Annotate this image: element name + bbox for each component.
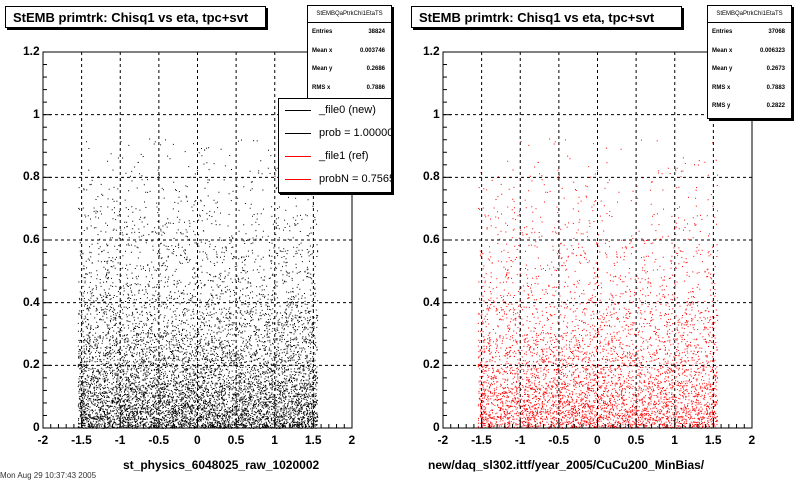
left-chart-title: StEMB primtrk: Chisq1 vs eta, tpc+svt (5, 6, 266, 28)
x-tick-label: 0 (194, 433, 201, 447)
x-tick-label: 0.5 (227, 433, 245, 447)
legend-label: _file0 (new) (319, 104, 376, 116)
legend-entry-probn: probN = 0.756567 (279, 169, 391, 189)
legend-box: _file0 (new) prob = 1.000000 _file1 (ref… (278, 98, 392, 193)
legend-line (285, 132, 311, 134)
legend-label: _file1 (ref) (319, 150, 369, 162)
grid (443, 51, 752, 428)
right-x-axis-title: new/daq_sl302.ittf/year_2005/CuCu200_Min… (428, 458, 705, 472)
legend-entry-prob: prob = 1.000000 (279, 123, 392, 143)
legend-label: probN = 0.756567 (319, 173, 391, 185)
stats-row-mean-y: Mean y 0.2686 (312, 66, 385, 72)
x-tick-label: -1 (514, 433, 526, 447)
x-tick-label: -0.5 (148, 433, 170, 447)
legend-line (285, 109, 311, 111)
footer-cut-text: Mon Aug 29 10:37:43 2005 (0, 471, 97, 480)
y-tick-label: 0.2 (423, 357, 440, 372)
y-tick-label: 0 (33, 420, 40, 434)
stats-row-rms-x: RMS x 0.7883 (712, 84, 785, 91)
x-tick-label: 2 (348, 433, 356, 447)
stats-name: StEMBQaPtrkChi1EtaTS (308, 6, 391, 23)
stats-row-rms-y: RMS y 0.2822 (712, 103, 785, 109)
x-tick-label: -2 (37, 433, 49, 447)
legend-entry-file0: _file0 (new) (279, 100, 391, 120)
legend-line (285, 155, 311, 157)
y-tick-label: 1.2 (23, 44, 40, 58)
stats-row-rms-x: RMS x 0.7886 (312, 84, 385, 91)
y-tick-label: 0.6 (23, 232, 40, 246)
y-tick-label: 1 (33, 106, 40, 121)
scatter-dots (477, 138, 719, 429)
x-tick-label: 1.5 (704, 433, 722, 447)
x-tick-label: 1.5 (304, 433, 322, 447)
x-tick-label: -2 (437, 433, 449, 447)
y-tick-label: 0.6 (423, 232, 440, 246)
y-tick-label: 0.8 (23, 169, 40, 184)
x-tick-label: 0.5 (627, 433, 645, 447)
x-tick-label: -1 (114, 433, 126, 447)
x-tick-label: 1 (671, 433, 678, 447)
stats-row-entries: Entries 37068 (712, 29, 785, 35)
y-tick-label: 0 (433, 420, 440, 434)
y-tick-label: 0.4 (23, 294, 40, 309)
stats-name: StEMBQaPtrkChi1EtaTS (708, 6, 791, 23)
legend-line (285, 178, 311, 180)
ticks (42, 51, 353, 429)
y-tick-label: 1.2 (423, 44, 440, 58)
stats-row-mean-y: Mean y 0.2673 (712, 66, 785, 72)
stats-row-mean-x: Mean x 0.003746 (312, 47, 385, 54)
y-tick-label: 0.4 (423, 294, 440, 309)
legend-entry-file1: _file1 (ref) (279, 146, 391, 166)
y-tick-label: 0.8 (423, 169, 440, 184)
plot-right (442, 51, 753, 429)
scatter-points (477, 138, 719, 429)
x-tick-label: 1 (271, 433, 278, 447)
y-tick-label: 0.2 (23, 357, 40, 372)
left-x-axis-title: st_physics_6048025_raw_1020002 (123, 458, 320, 472)
x-tick-label: 2 (748, 433, 756, 447)
x-tick-label: 0 (594, 433, 601, 447)
right-chart-title: StEMB primtrk: Chisq1 vs eta, tpc+svt (411, 6, 682, 28)
x-tick-label: -1.5 (71, 433, 92, 447)
ticks (442, 51, 753, 429)
stats-row-entries: Entries 38824 (312, 29, 385, 35)
legend-label: prob = 1.000000 (319, 127, 392, 139)
x-tick-label: -0.5 (548, 433, 570, 447)
stats-row-mean-x: Mean x 0.006323 (712, 47, 785, 54)
y-tick-label: 1 (433, 106, 440, 121)
x-tick-label: -1.5 (471, 433, 492, 447)
left-stats-box: StEMBQaPtrkChi1EtaTS Entries 38824 Mean x… (307, 5, 392, 99)
right-stats-box: StEMBQaPtrkChi1EtaTS Entries 37068 Mean x… (707, 5, 792, 119)
